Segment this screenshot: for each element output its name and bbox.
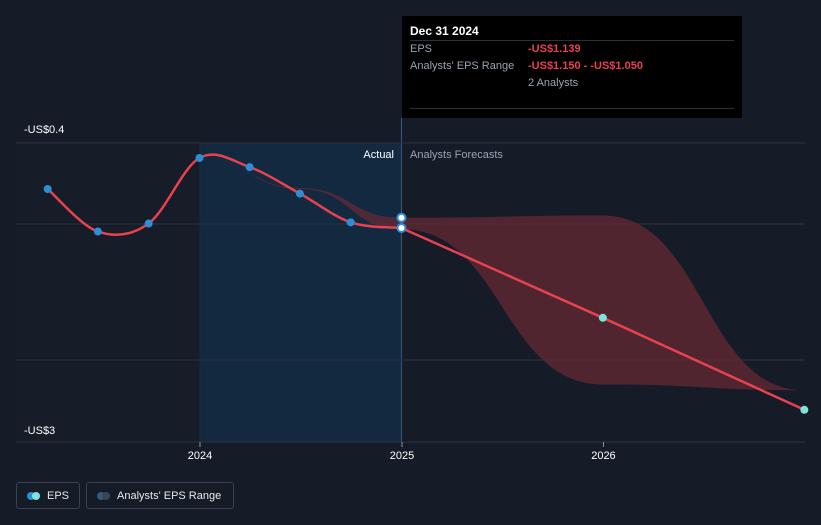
legend-range-label: Analysts' EPS Range [117, 489, 222, 502]
tooltip-spacer [410, 75, 528, 92]
x-tick-label: 2026 [591, 450, 615, 462]
tooltip-date: Dec 31 2024 [410, 24, 479, 38]
past-region [16, 143, 200, 442]
tooltip-eps-label: EPS [410, 43, 433, 55]
tooltip-range-label: Analysts' EPS Range [410, 60, 515, 72]
legend-eps[interactable]: EPS [16, 482, 80, 509]
eps-point-2 [144, 219, 153, 228]
forecast-point-0 [598, 313, 607, 322]
x-tick-label: 2024 [188, 450, 212, 462]
y-tick-label: -US$0.4 [24, 124, 64, 136]
y-tick-label: -US$3 [24, 425, 55, 437]
x-tick-label: 2025 [390, 450, 414, 462]
legend-eps-label: EPS [47, 489, 70, 502]
actual-region-highlight [200, 143, 402, 442]
tooltip: Dec 31 2024 EPS -US$1.139 Analysts' EPS … [402, 16, 742, 118]
analysts-range-area [207, 162, 805, 391]
eps-point-4 [245, 163, 254, 172]
tooltip-range-value: -US$1.150 - -US$1.050 [528, 60, 643, 72]
tooltip-analysts: 2 Analysts [528, 77, 579, 89]
eps-point-0 [43, 185, 52, 193]
eps-point-6 [346, 218, 355, 227]
tooltip-divider [410, 108, 734, 109]
forecast-label: Analysts Forecasts [410, 149, 503, 161]
eps-point-3 [195, 153, 204, 162]
legend-range-swatch [97, 491, 110, 500]
eps-point-1 [93, 227, 102, 236]
legend-eps-swatch [27, 491, 40, 500]
tooltip-eps-value: -US$1.139 [528, 43, 581, 55]
highlight-eps-marker [396, 222, 407, 233]
forecast-point-1 [800, 405, 809, 414]
eps-point-5 [295, 189, 304, 198]
range-high-marker [396, 212, 407, 223]
legend-range[interactable]: Analysts' EPS Range [86, 482, 234, 509]
actual-label: Actual [363, 149, 394, 161]
